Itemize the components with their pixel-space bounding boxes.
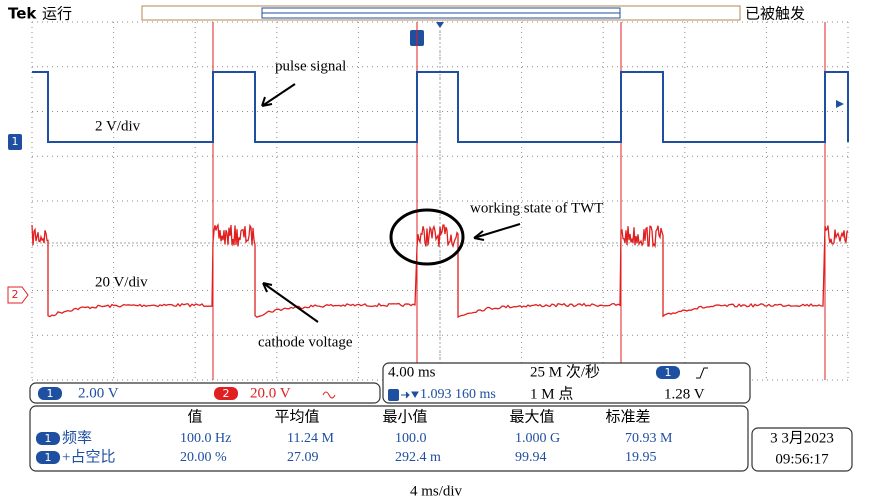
ch2-badge-label: 2 — [223, 387, 230, 400]
trigger-level: 1.28 V — [664, 386, 705, 402]
ch2-scale: 20.0 V — [250, 385, 291, 401]
measurement-value: 70.93 M — [625, 431, 673, 446]
measurement-value: 100.0 — [395, 431, 427, 446]
column-header: 最小值 — [382, 408, 427, 425]
column-header: 平均值 — [274, 408, 319, 425]
caption: 4 ms/div — [410, 483, 463, 499]
trigger-pointer — [436, 22, 444, 28]
brand: Tek — [8, 5, 37, 23]
record-length: 1 M 点 — [530, 385, 573, 402]
scope-screen: Tek 运行 已被触发 1 2 pulse signal 2 V/div wor… — [0, 0, 872, 504]
annotation: working state of TWT — [470, 200, 603, 216]
measurement-value: 19.95 — [625, 450, 657, 465]
column-header: 标准差 — [605, 408, 650, 425]
arrow — [263, 283, 318, 322]
ch2-marker-label: 2 — [12, 288, 19, 301]
measurement-value: 292.4 m — [395, 450, 441, 465]
arrow — [474, 224, 520, 240]
row-badge-label: 1 — [45, 451, 52, 464]
arrow — [262, 84, 295, 106]
measurement-name: 频率 — [62, 429, 92, 446]
graticule — [32, 22, 848, 380]
measurement-value: 20.00 % — [180, 450, 227, 465]
time-position: 1.093 160 ms — [420, 387, 496, 402]
measurement-value: 11.24 M — [287, 431, 334, 446]
level-marker — [836, 100, 844, 108]
ch1-badge-label: 1 — [47, 387, 54, 400]
annotation: 2 V/div — [95, 118, 141, 134]
measurement-value: 99.94 — [515, 450, 547, 465]
trigger-status: 已被触发 — [745, 5, 805, 23]
ch1-scale: 2.00 V — [78, 385, 119, 401]
annotation: pulse signal — [275, 58, 346, 74]
ch1-marker-label: 1 — [12, 135, 19, 148]
trigger-source: 1 — [665, 366, 672, 379]
measurement-value: 27.09 — [287, 450, 319, 465]
time-scale: 4.00 ms — [388, 364, 436, 380]
measurement-value: 1.000 G — [515, 431, 560, 446]
annotation: 20 V/div — [95, 274, 148, 290]
measurement-value: 100.0 Hz — [180, 431, 231, 446]
date: 3 3月2023 — [770, 430, 834, 446]
time: 09:56:17 — [775, 451, 829, 467]
sample-rate: 25 M 次/秒 — [530, 363, 600, 380]
column-header: 值 — [187, 408, 202, 425]
run-state: 运行 — [42, 5, 72, 23]
annotation: cathode voltage — [258, 334, 353, 350]
row-badge-label: 1 — [45, 432, 52, 445]
column-header: 最大值 — [509, 408, 554, 425]
measurement-name: +占空比 — [62, 448, 115, 465]
position-icon — [388, 389, 399, 401]
